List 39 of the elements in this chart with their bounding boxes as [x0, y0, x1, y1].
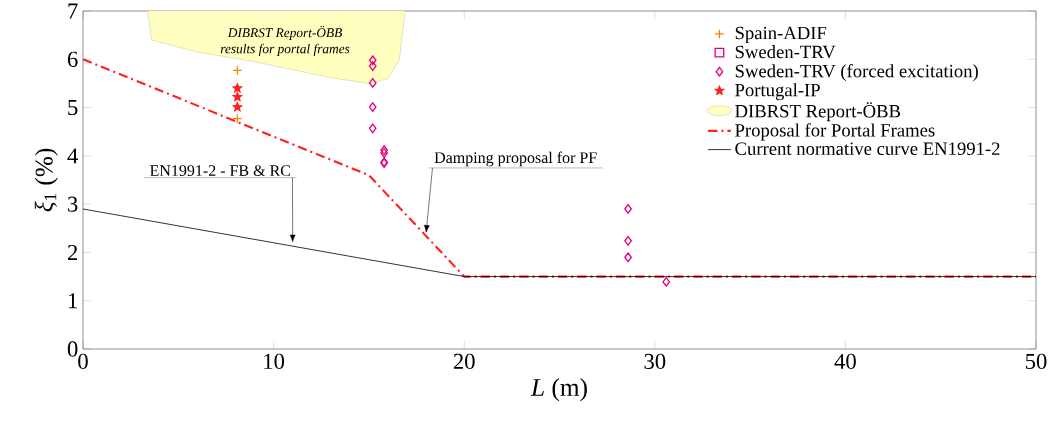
- legend-label: DIBRST Report-ÖBB: [735, 102, 901, 122]
- point: [380, 145, 389, 155]
- x-tick-label: 10: [264, 353, 285, 370]
- point: [368, 123, 377, 134]
- point: [368, 61, 377, 71]
- legend-label: Proposal for Portal Frames: [735, 123, 935, 141]
- y-tick-label: 5: [68, 100, 78, 116]
- annotation: results for portal frames: [220, 43, 350, 56]
- y-tick-label: 4: [67, 148, 78, 164]
- legend-label: Sweden-TRV (forced excitation): [735, 64, 978, 82]
- legend-label: Sweden-TRV: [735, 45, 836, 59]
- x-tick-label: 50: [1025, 353, 1047, 370]
- x-tick-label: 20: [453, 353, 475, 370]
- legend-label: Current normative curve EN1991-2: [735, 142, 1000, 155]
- y-tick-label: 1: [68, 293, 77, 309]
- point: [232, 102, 243, 112]
- y-tick-label: 2: [67, 244, 78, 260]
- x-tick-label: 40: [834, 353, 856, 370]
- point: [232, 83, 243, 93]
- point: [368, 55, 377, 66]
- x-tick-label: 30: [644, 353, 666, 370]
- legend-label: Portugal-IP: [735, 83, 820, 101]
- y-tick-label: 0: [67, 341, 78, 357]
- point: [624, 252, 632, 263]
- x-axis-title: L (m): [530, 378, 587, 402]
- y-axis-title: ξ$_{1}$ (%): [34, 148, 58, 212]
- point: [368, 78, 377, 88]
- y-tick-label: 6: [67, 51, 78, 67]
- point: [232, 92, 243, 102]
- annotation: EN1991-2 - FB & RC: [150, 165, 291, 176]
- legend-label: Spain-ADIF: [735, 26, 827, 44]
- point: [662, 276, 671, 287]
- y-tick-label: 3: [68, 196, 78, 212]
- point: [624, 204, 632, 214]
- annotation: Damping proposal for PF: [434, 151, 597, 167]
- point: [624, 235, 632, 246]
- annotation: DIBRST Report-ÖBB: [227, 26, 342, 40]
- y-tick-label: 7: [68, 3, 78, 19]
- point: [368, 102, 377, 113]
